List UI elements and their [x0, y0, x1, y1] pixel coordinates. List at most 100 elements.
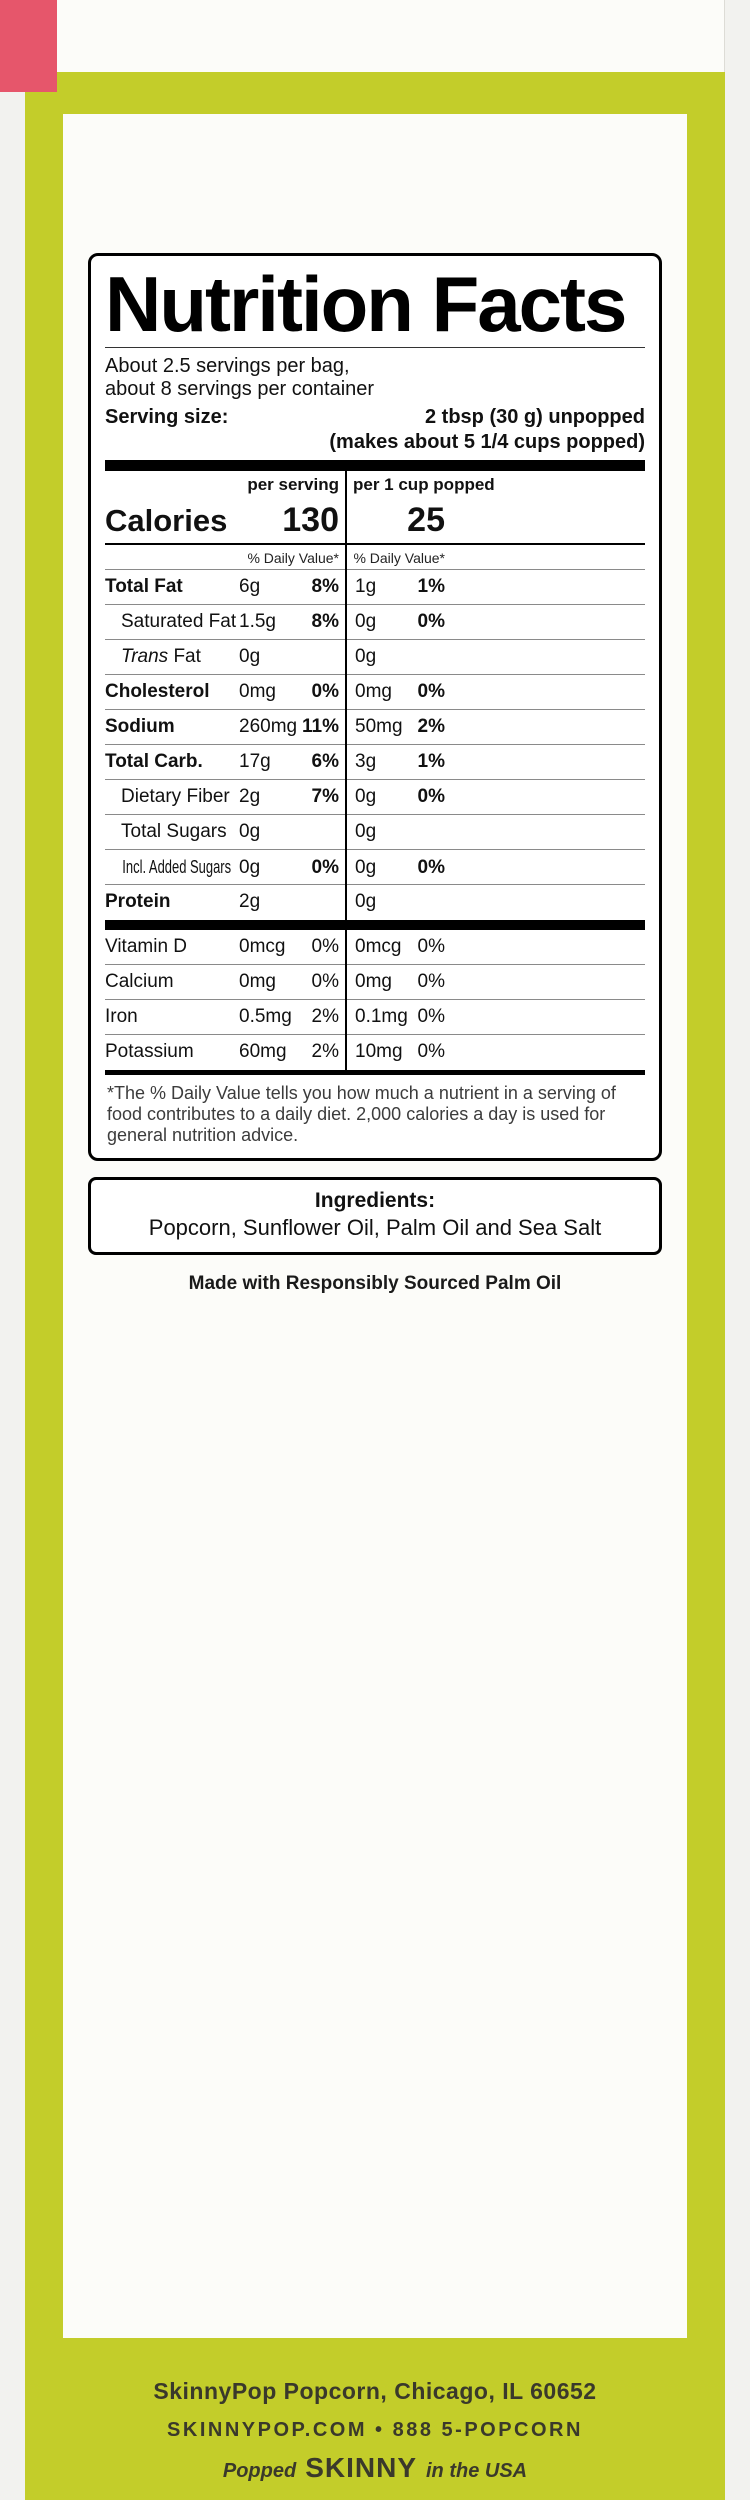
per-cup-dv: 1% [417, 751, 445, 772]
footer-tagline: Popped SKINNY in the USA [25, 2452, 725, 2484]
ingredients-list: Popcorn, Sunflower Oil, Palm Oil and Sea… [148, 1215, 602, 1240]
nutrient-name: Protein [105, 891, 171, 912]
per-cup-dv: 0% [417, 1006, 445, 1027]
column-header-row: per serving per 1 cup popped [105, 471, 645, 497]
nutrient-row-added-sugars: Incl. Added Sugars 0g 0% 0g 0% [105, 850, 645, 885]
calories-label: Calories [105, 503, 228, 538]
ingredients-box: Ingredients: Popcorn, Sunflower Oil, Pal… [88, 1177, 662, 1255]
dv-header-per-cup: % Daily Value* [353, 550, 445, 566]
servings-per-container: about 8 servings per container [105, 378, 375, 400]
per-cup-amount: 0g [355, 646, 377, 667]
lime-left-band [25, 72, 63, 2500]
nutrient-name: Vitamin D [105, 936, 188, 957]
title-rule [105, 347, 645, 348]
per-cup-amount: 0g [355, 891, 377, 912]
nutrient-name: Incl. Added Sugars [122, 857, 232, 877]
per-cup-amount: 0mcg [355, 936, 402, 957]
nutrient-row-total-sugars: Total Sugars 0g 0g [105, 815, 645, 850]
calories-per-cup: 25 [407, 501, 445, 539]
nutrition-facts-title: Nutrition Facts [105, 260, 627, 348]
per-serving-dv: 0% [311, 936, 339, 957]
per-cup-dv: 0% [417, 786, 445, 807]
micronutrient-row-potassium: Potassium 60mg 2% 10mg 0% [105, 1035, 645, 1070]
palm-oil-note: Made with Responsibly Sourced Palm Oil [188, 1273, 562, 1294]
per-serving-amount: 0g [239, 857, 261, 878]
nutrient-row-total-fat: Total Fat 6g 8% 1g 1% [105, 570, 645, 605]
per-serving-amount: 60mg [239, 1041, 287, 1062]
serving-size-note: (makes about 5 1/4 cups popped) [329, 431, 645, 453]
per-serving-dv: 2% [311, 1041, 339, 1062]
per-serving-amount: 0mg [239, 971, 276, 992]
footer-contact: SKINNYPOP.COM • 888 5-POPCORN [167, 2419, 583, 2441]
calories-row: Calories 130 25 [105, 497, 645, 543]
serving-size-row: Serving size: 2 tbsp (30 g) unpopped [105, 405, 645, 430]
dv-header-per-serving: % Daily Value* [247, 550, 339, 566]
nutrient-row-protein: Protein 2g 0g [105, 885, 645, 920]
per-cup-dv: 0% [417, 857, 445, 878]
nutrient-name: Iron [105, 1006, 138, 1027]
per-serving-amount: 260mg [239, 716, 298, 737]
daily-value-footnote: *The % Daily Value tells you how much a … [107, 1083, 616, 1145]
per-serving-amount: 2g [239, 891, 261, 912]
per-cup-amount: 1g [355, 576, 377, 597]
per-serving-amount: 0mcg [239, 936, 286, 957]
nutrient-name: Calcium [105, 971, 174, 992]
servings-info: About 2.5 servings per bag, about 8 serv… [105, 355, 645, 401]
per-cup-dv: 0% [417, 681, 445, 702]
per-cup-dv: 0% [417, 1041, 445, 1062]
per-cup-dv: 1% [417, 576, 445, 597]
red-corner-patch [0, 0, 57, 92]
per-cup-amount: 0g [355, 821, 377, 842]
per-serving-dv: 11% [302, 716, 339, 737]
thick-bar-top [105, 460, 645, 471]
label-column: Nutrition Facts About 2.5 servings per b… [88, 253, 662, 1295]
per-cup-amount: 0g [355, 611, 377, 632]
calories-per-serving: 130 [282, 501, 339, 539]
serving-size-value: 2 tbsp (30 g) unpopped [425, 406, 645, 428]
per-serving-dv: 8% [311, 611, 339, 632]
per-cup-dv: 0% [417, 611, 445, 632]
nutrient-row-cholesterol: Cholesterol 0mg 0% 0mg 0% [105, 675, 645, 710]
nutrient-name: Cholesterol [105, 681, 210, 702]
micronutrient-row-vitamin-d: Vitamin D 0mcg 0% 0mcg 0% [105, 930, 645, 965]
nutrition-table: per serving per 1 cup popped Calories 13… [105, 471, 645, 1075]
brand-footer: SkinnyPop Popcorn, Chicago, IL 60652 SKI… [25, 2338, 725, 2500]
per-serving-header: per serving [247, 475, 339, 494]
lime-right-band [687, 72, 725, 2500]
thick-bar-middle [105, 920, 645, 930]
footer-address: SkinnyPop Popcorn, Chicago, IL 60652 [153, 2378, 597, 2404]
nutrient-name: Total Sugars [121, 821, 227, 842]
medium-bar-bottom [105, 1070, 645, 1075]
per-serving-amount: 1.5g [239, 611, 276, 632]
per-serving-dv: 8% [311, 576, 339, 597]
per-cup-dv: 2% [417, 716, 445, 737]
nutrient-name: Total Fat [105, 576, 183, 597]
nutrient-row-dietary-fiber: Dietary Fiber 2g 7% 0g 0% [105, 780, 645, 815]
nutrient-name: Dietary Fiber [121, 786, 230, 807]
per-serving-amount: 0g [239, 821, 261, 842]
micronutrient-row-calcium: Calcium 0mg 0% 0mg 0% [105, 965, 645, 1000]
nutrient-row-saturated-fat: Saturated Fat 1.5g 8% 0g 0% [105, 605, 645, 640]
servings-per-bag: About 2.5 servings per bag, [105, 355, 350, 377]
per-cup-dv: 0% [417, 936, 445, 957]
per-serving-dv: 0% [311, 857, 339, 878]
nutrient-name: Sodium [105, 716, 175, 737]
nutrient-row-sodium: Sodium 260mg 11% 50mg 2% [105, 710, 645, 745]
per-cup-amount: 0mg [355, 971, 392, 992]
column-divider [345, 471, 347, 1075]
tagline-popped: Popped [222, 2460, 297, 2482]
trans-italic: Trans [121, 646, 169, 667]
per-cup-amount: 3g [355, 751, 377, 772]
nutrient-name: Saturated Fat [121, 611, 237, 632]
per-serving-amount: 17g [239, 751, 271, 772]
per-serving-amount: 0mg [239, 681, 276, 702]
nutrient-name: Trans Fat [121, 646, 201, 667]
nutrient-row-total-carb: Total Carb. 17g 6% 3g 1% [105, 745, 645, 780]
per-cup-amount: 0.1mg [355, 1006, 408, 1027]
per-cup-amount: 10mg [355, 1041, 403, 1062]
per-serving-dv: 6% [311, 751, 339, 772]
lime-top-band [25, 72, 725, 114]
per-cup-amount: 0g [355, 786, 377, 807]
per-serving-amount: 6g [239, 576, 261, 597]
